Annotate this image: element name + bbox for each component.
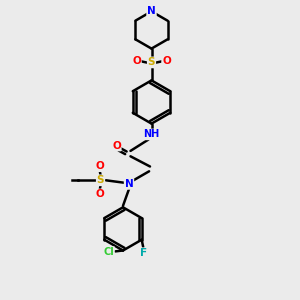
Text: N: N <box>124 179 134 189</box>
Text: N: N <box>147 6 156 16</box>
Text: F: F <box>140 248 147 258</box>
Text: O: O <box>162 56 171 67</box>
Text: NH: NH <box>143 129 160 140</box>
Text: O: O <box>95 161 104 171</box>
Text: S: S <box>97 175 104 185</box>
Text: S: S <box>148 57 155 68</box>
Text: Cl: Cl <box>103 247 114 257</box>
Text: O: O <box>112 140 121 151</box>
Text: O: O <box>132 56 141 67</box>
Text: O: O <box>95 189 104 200</box>
